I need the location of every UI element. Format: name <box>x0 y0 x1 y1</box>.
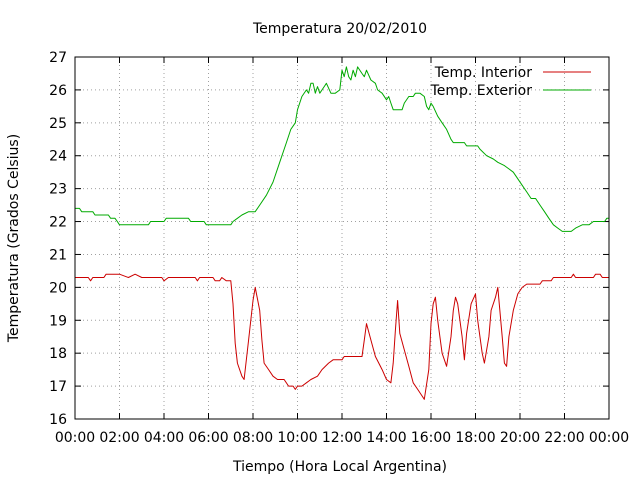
x-tick-label-1: 02:00 <box>99 430 139 446</box>
y-tick-label-1: 17 <box>49 379 67 395</box>
y-tick-label-7: 23 <box>49 182 67 198</box>
x-tick-label-12: 00:00 <box>589 430 629 446</box>
series-line-interior <box>75 273 609 400</box>
legend-label-interior: Temp. Interior <box>434 65 533 81</box>
x-tick-label-5: 10:00 <box>277 430 317 446</box>
legend: Temp. Interior Temp. Exterior <box>430 65 591 99</box>
x-tick-label-2: 04:00 <box>144 430 184 446</box>
legend-label-exterior: Temp. Exterior <box>430 83 533 99</box>
chart-title: Temperatura 20/02/2010 <box>252 21 427 37</box>
plot-frame <box>74 56 610 420</box>
x-tick-label-6: 12:00 <box>322 430 362 446</box>
y-tick-label-0: 16 <box>49 412 67 428</box>
y-tick-label-6: 22 <box>49 215 67 231</box>
y-tick-label-10: 26 <box>49 83 67 99</box>
y-tick-label-9: 25 <box>49 116 67 132</box>
x-axis-title: Tiempo (Hora Local Argentina) <box>232 459 447 475</box>
x-tick-label-4: 08:00 <box>233 430 273 446</box>
y-tick-label-11: 27 <box>49 50 67 66</box>
x-tick-label-7: 14:00 <box>366 430 406 446</box>
x-tick-label-8: 16:00 <box>411 430 451 446</box>
y-tick-label-5: 21 <box>49 247 67 263</box>
x-tick-label-10: 20:00 <box>500 430 540 446</box>
data-series <box>75 66 609 400</box>
y-tick-label-8: 24 <box>49 149 67 165</box>
x-tick-label-3: 06:00 <box>188 430 228 446</box>
y-axis-title: Temperatura (Grados Celsius) <box>6 134 22 343</box>
series-line-exterior <box>75 66 609 232</box>
x-tick-label-0: 00:00 <box>55 430 95 446</box>
grid-lines <box>75 57 609 419</box>
y-tick-label-3: 19 <box>49 313 67 329</box>
x-tick-label-11: 22:00 <box>544 430 584 446</box>
x-tick-label-9: 18:00 <box>455 430 495 446</box>
y-tick-label-2: 18 <box>49 346 67 362</box>
y-tick-label-4: 20 <box>49 280 67 296</box>
